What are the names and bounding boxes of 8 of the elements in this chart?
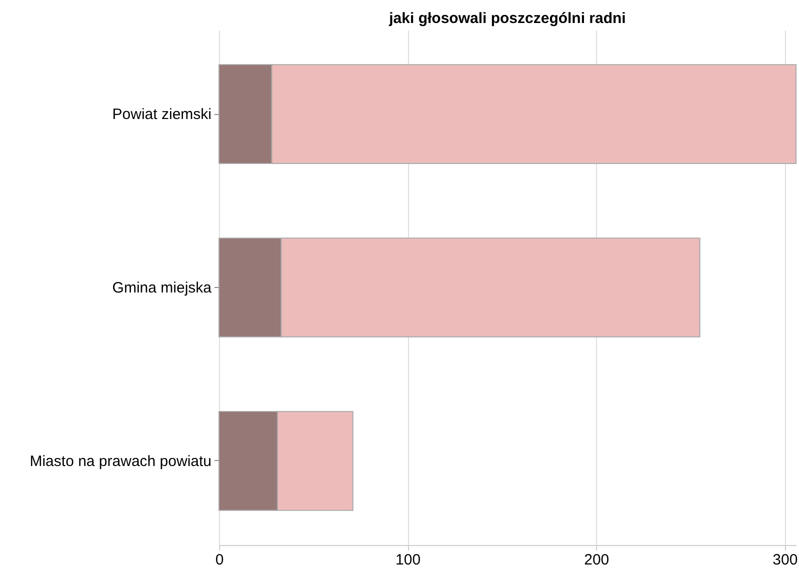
x-tick-label: 300: [772, 552, 798, 568]
x-tick-label: 200: [584, 552, 610, 568]
y-tick-label: Powiat ziemski: [112, 106, 212, 124]
y-tick-label: Miasto na prawach powiatu: [30, 452, 212, 470]
x-tick-label: 100: [396, 552, 421, 568]
x-tick-label: 0: [215, 552, 224, 568]
y-tick-label: Gmina miejska: [112, 280, 212, 296]
chart-title: jaki głosowali poszczególni radni: [388, 10, 626, 27]
